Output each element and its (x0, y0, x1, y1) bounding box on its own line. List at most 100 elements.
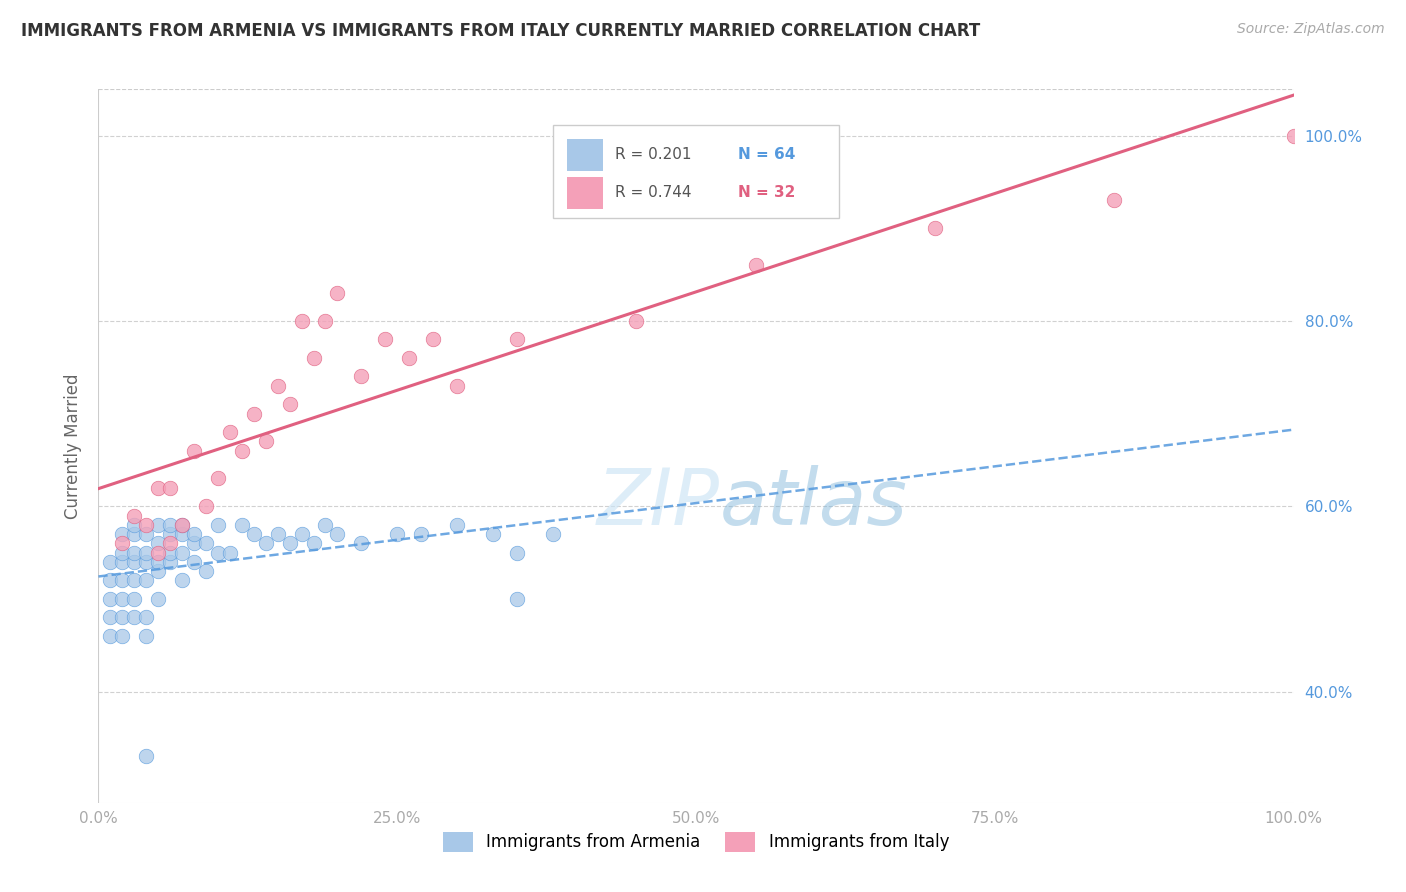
Point (124, 610, 146, 624)
Text: N = 64: N = 64 (738, 147, 796, 162)
Point (111, 629, 134, 643)
Point (111, 527, 134, 541)
Point (411, 527, 433, 541)
Point (159, 527, 181, 541)
Point (291, 314, 314, 328)
Point (148, 545, 170, 559)
Point (195, 536, 218, 550)
Point (135, 629, 157, 643)
Point (135, 610, 157, 624)
Point (385, 527, 409, 541)
Point (219, 425, 242, 439)
Point (159, 555, 181, 569)
Point (506, 545, 529, 559)
Point (326, 286, 349, 301)
Point (254, 434, 277, 449)
Point (111, 591, 134, 606)
Point (278, 397, 301, 411)
Point (172, 517, 194, 532)
FancyBboxPatch shape (567, 139, 603, 171)
Point (98, 574, 122, 588)
Point (219, 545, 242, 559)
Point (350, 536, 373, 550)
Point (111, 536, 134, 550)
FancyBboxPatch shape (553, 125, 839, 218)
Point (135, 749, 157, 764)
Point (302, 351, 325, 365)
Point (243, 527, 266, 541)
Point (98, 555, 122, 569)
Point (172, 517, 194, 532)
Point (159, 545, 181, 559)
Point (148, 536, 170, 550)
Point (207, 545, 229, 559)
Point (124, 527, 146, 541)
Point (446, 517, 468, 532)
Point (124, 574, 146, 588)
Point (148, 591, 170, 606)
Point (172, 545, 194, 559)
Point (207, 517, 229, 532)
Text: atlas: atlas (720, 465, 908, 541)
Point (243, 407, 266, 421)
Point (207, 471, 229, 485)
Point (135, 545, 157, 559)
Point (148, 564, 170, 578)
Point (267, 378, 290, 392)
Point (124, 545, 146, 559)
Point (183, 527, 205, 541)
Point (398, 351, 420, 365)
Point (326, 527, 349, 541)
Point (278, 536, 301, 550)
Point (183, 536, 205, 550)
Point (315, 517, 337, 532)
Point (267, 527, 290, 541)
Point (159, 481, 181, 495)
Text: ZIP: ZIP (598, 465, 720, 541)
Point (98, 610, 122, 624)
FancyBboxPatch shape (567, 177, 603, 209)
Point (98, 629, 122, 643)
Point (183, 443, 205, 458)
Point (172, 527, 194, 541)
Point (111, 574, 134, 588)
Point (541, 527, 564, 541)
Point (159, 517, 181, 532)
Text: N = 32: N = 32 (738, 186, 796, 200)
Legend: Immigrants from Armenia, Immigrants from Italy: Immigrants from Armenia, Immigrants from… (436, 825, 956, 859)
Point (626, 314, 648, 328)
Point (148, 555, 170, 569)
Point (422, 333, 444, 347)
Point (183, 555, 205, 569)
Text: Source: ZipAtlas.com: Source: ZipAtlas.com (1237, 22, 1385, 37)
Point (135, 527, 157, 541)
Point (98, 591, 122, 606)
Point (195, 564, 218, 578)
Point (111, 545, 134, 559)
Point (159, 536, 181, 550)
Point (231, 517, 253, 532)
Y-axis label: Currently Married: Currently Married (65, 373, 83, 519)
Point (506, 333, 529, 347)
Point (374, 333, 396, 347)
Point (302, 536, 325, 550)
Point (745, 258, 768, 272)
Point (124, 555, 146, 569)
Point (135, 555, 157, 569)
Point (148, 517, 170, 532)
Point (135, 517, 157, 532)
Point (924, 221, 946, 235)
Point (172, 574, 194, 588)
Point (124, 517, 146, 532)
Point (481, 527, 505, 541)
Point (350, 369, 373, 384)
Point (291, 527, 314, 541)
Point (231, 443, 253, 458)
Point (254, 536, 277, 550)
Point (315, 314, 337, 328)
Point (148, 481, 170, 495)
Point (446, 378, 468, 392)
Point (124, 508, 146, 523)
Point (195, 500, 218, 514)
Point (124, 591, 146, 606)
